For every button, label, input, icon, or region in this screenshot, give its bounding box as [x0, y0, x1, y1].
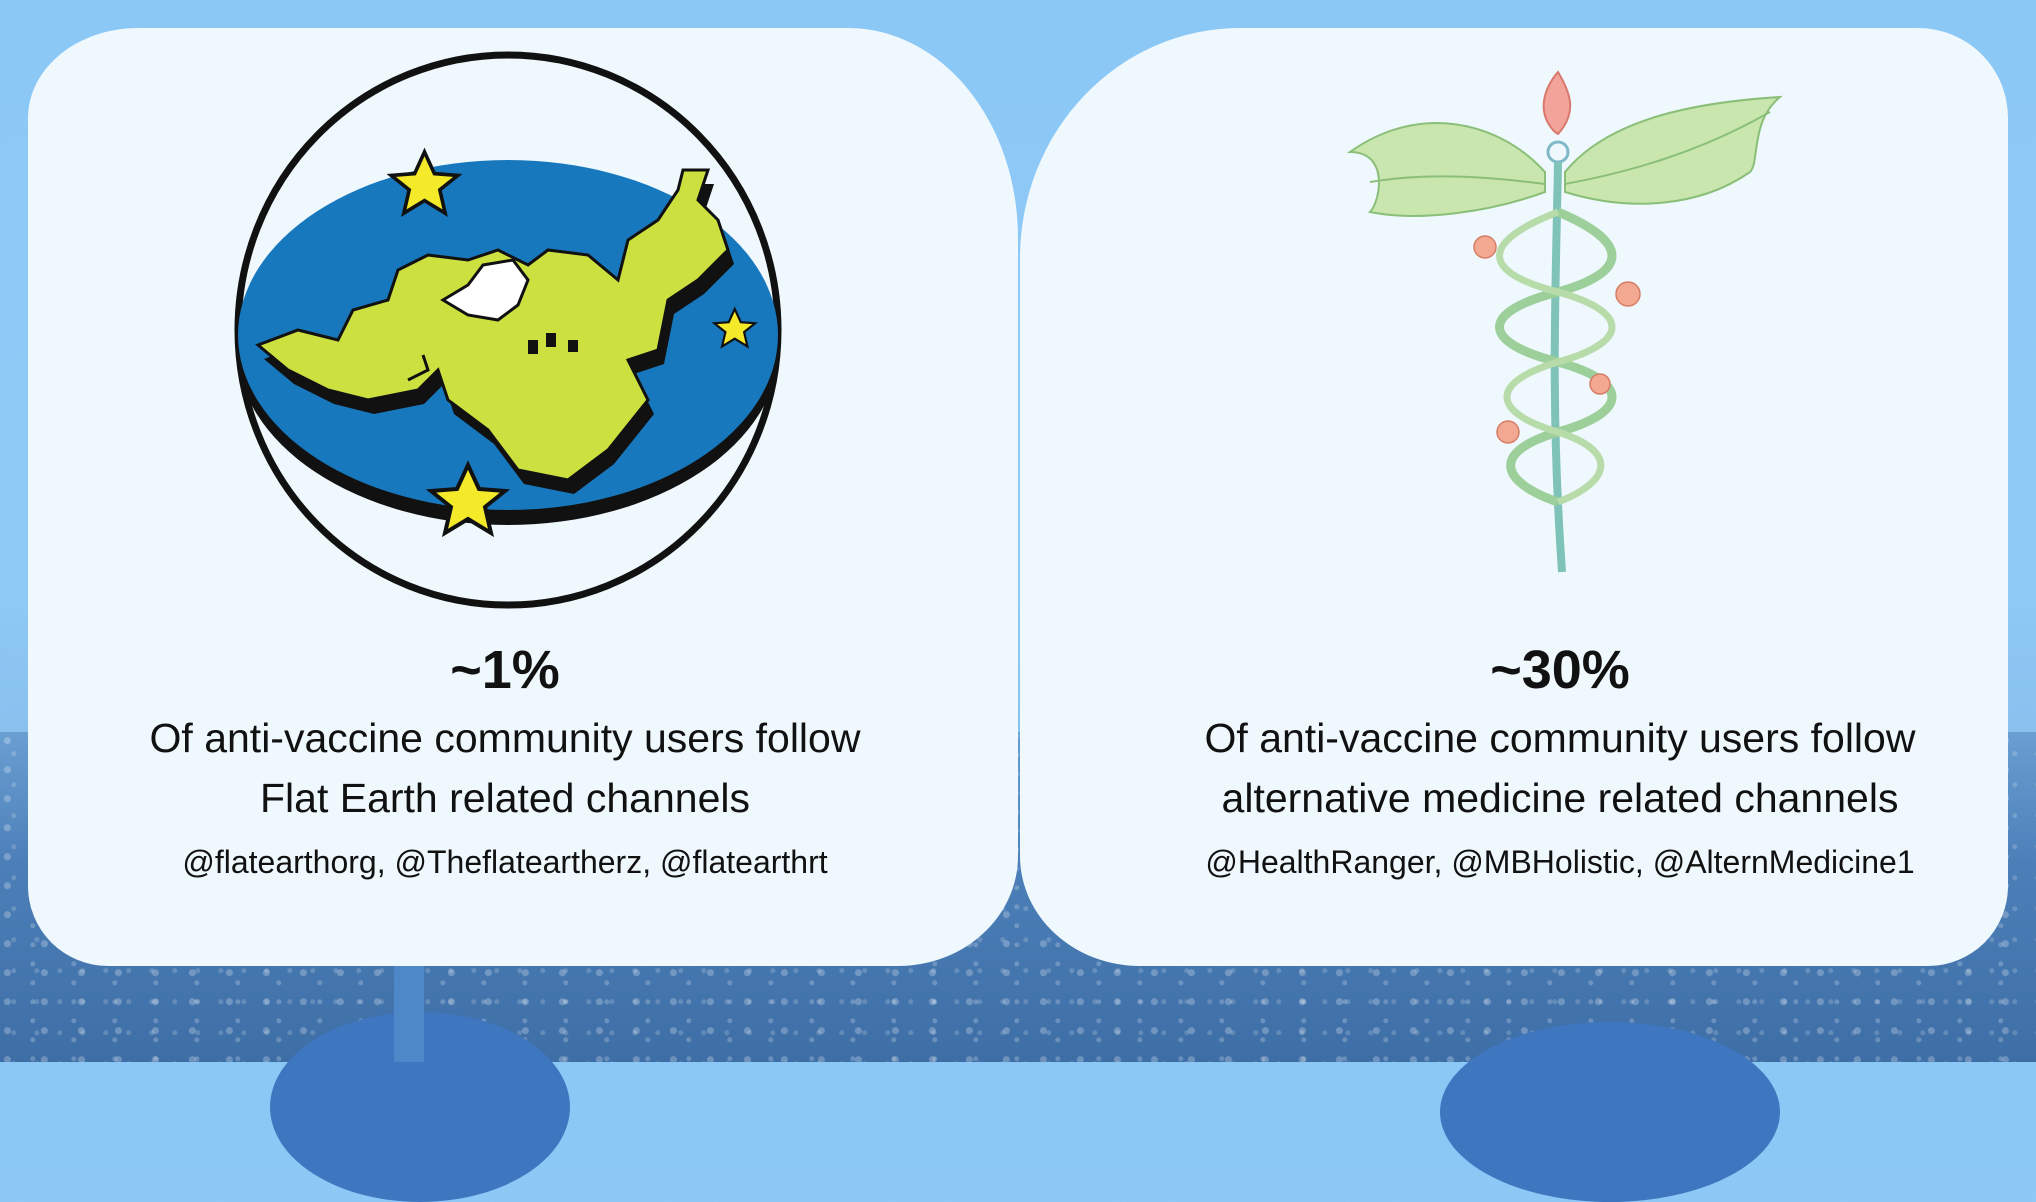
alt-medicine-description-line1: Of anti-vaccine community users follow	[1204, 715, 1916, 761]
flat-earth-description: Of anti-vaccine community users follow F…	[60, 708, 950, 828]
flat-earth-description-line1: Of anti-vaccine community users follow	[149, 715, 861, 761]
background-globe-right	[1440, 1022, 1780, 1202]
alt-medicine-description: Of anti-vaccine community users follow a…	[1100, 708, 2020, 828]
flat-earth-handles: @flatearthorg, @Theflatearther­z, @flate…	[182, 844, 828, 880]
alt-medicine-stat: ~30% Of anti-vaccine community users fol…	[1100, 638, 2020, 882]
caduceus-plant-icon	[1346, 70, 1783, 573]
flat-earth-stat: ~1% Of anti-vaccine community users foll…	[60, 638, 950, 882]
alt-medicine-percent: ~30%	[1490, 640, 1630, 700]
flat-earth-map-icon	[234, 51, 782, 609]
alt-medicine-handles: @HealthRanger, @MBHolistic, @AlternMedic…	[1205, 844, 1915, 880]
flat-earth-description-line2: Flat Earth related channels	[260, 775, 750, 821]
alt-medicine-description-line2: alternative medicine related channels	[1221, 775, 1899, 821]
flat-earth-percent: ~1%	[450, 640, 560, 700]
